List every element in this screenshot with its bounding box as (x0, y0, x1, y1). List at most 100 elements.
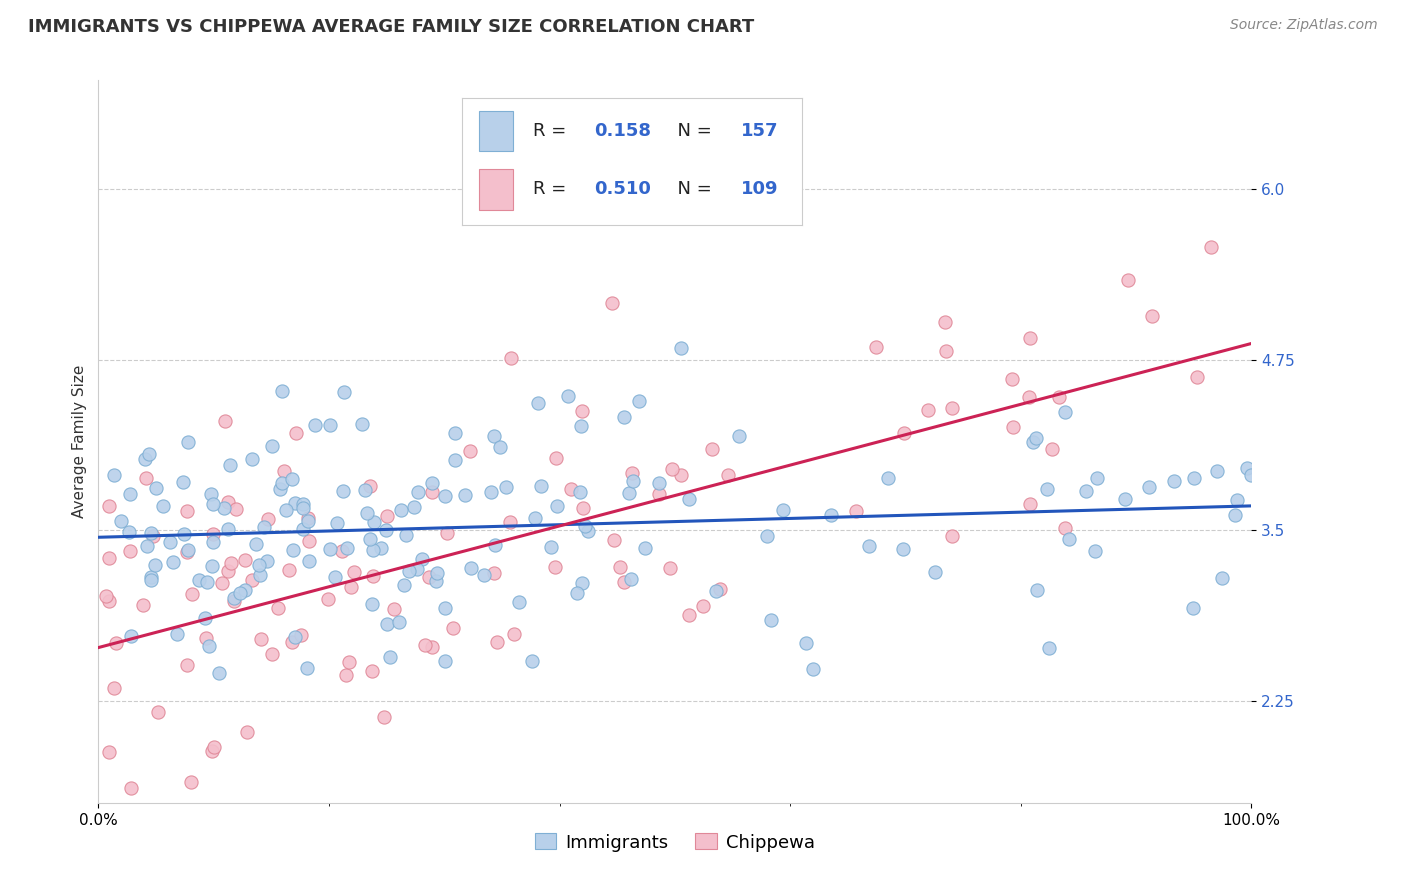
Point (627, 394, 650, 409)
Point (484, 429, 506, 443)
Point (332, 483, 354, 498)
Point (441, 621, 464, 635)
Point (395, 527, 418, 541)
Text: Source: ZipAtlas.com: Source: ZipAtlas.com (1230, 18, 1378, 32)
Point (1085, 471, 1108, 485)
Point (406, 562, 429, 576)
Point (924, 565, 946, 579)
Point (772, 502, 794, 516)
Point (212, 501, 235, 516)
Point (318, 542, 340, 557)
Point (134, 452, 156, 467)
Point (266, 600, 288, 615)
Point (858, 539, 880, 553)
Point (217, 522, 239, 536)
Point (318, 418, 340, 433)
Point (398, 564, 420, 578)
Point (217, 495, 239, 509)
Point (361, 664, 384, 678)
Point (433, 654, 456, 668)
Point (278, 563, 301, 577)
Point (1182, 471, 1205, 485)
Point (337, 655, 360, 669)
Legend: Immigrants, Chippewa: Immigrants, Chippewa (527, 826, 823, 859)
Point (202, 527, 225, 541)
Point (138, 447, 160, 461)
Point (299, 841, 322, 855)
Point (224, 591, 246, 605)
Point (501, 351, 523, 366)
Point (1053, 405, 1076, 419)
Point (388, 615, 411, 629)
Point (374, 523, 396, 537)
Text: IMMIGRANTS VS CHIPPEWA AVERAGE FAMILY SIZE CORRELATION CHART: IMMIGRANTS VS CHIPPEWA AVERAGE FAMILY SI… (28, 18, 755, 36)
Point (370, 541, 392, 556)
Point (285, 425, 308, 440)
Point (219, 458, 242, 472)
Point (326, 516, 349, 530)
Point (560, 483, 582, 497)
Point (678, 608, 700, 623)
Point (941, 401, 963, 415)
Point (1211, 571, 1233, 585)
Point (603, 533, 626, 547)
Point (678, 492, 700, 507)
Point (240, 452, 263, 467)
Point (530, 479, 553, 493)
Point (224, 594, 246, 608)
Point (120, 780, 142, 795)
Point (1025, 583, 1047, 598)
Point (295, 661, 318, 675)
Point (172, 475, 194, 490)
Point (176, 543, 198, 558)
Point (188, 573, 211, 587)
Point (565, 585, 588, 599)
Point (1140, 309, 1163, 323)
Point (176, 545, 198, 559)
Point (233, 553, 256, 567)
Point (1185, 370, 1208, 384)
Point (489, 440, 512, 454)
Point (485, 635, 508, 649)
Point (392, 578, 415, 592)
Point (661, 462, 683, 476)
Point (162, 555, 184, 569)
Point (1182, 601, 1205, 615)
Point (1225, 508, 1247, 523)
Point (202, 740, 225, 755)
Point (700, 442, 723, 457)
Point (120, 629, 142, 643)
Point (359, 532, 381, 546)
Point (363, 515, 385, 529)
Point (290, 628, 312, 642)
Point (620, 572, 643, 586)
Point (941, 529, 963, 543)
Point (709, 582, 731, 596)
Point (444, 425, 467, 440)
Point (143, 558, 166, 572)
Point (411, 552, 433, 566)
Point (297, 514, 319, 528)
Point (139, 525, 162, 540)
Point (571, 576, 593, 591)
Point (1025, 431, 1047, 445)
Point (540, 540, 562, 554)
Point (136, 539, 159, 553)
Point (422, 640, 444, 654)
Point (503, 627, 526, 641)
Point (619, 485, 641, 500)
Point (1084, 543, 1107, 558)
Point (201, 559, 224, 574)
Point (361, 569, 384, 583)
Point (105, 635, 128, 649)
Point (1059, 532, 1081, 546)
Point (350, 417, 373, 431)
Point (139, 573, 162, 587)
Point (375, 617, 398, 632)
Point (325, 569, 347, 583)
Point (335, 668, 357, 682)
Point (159, 534, 181, 549)
Point (152, 500, 174, 514)
Point (472, 568, 495, 582)
Point (460, 561, 482, 575)
